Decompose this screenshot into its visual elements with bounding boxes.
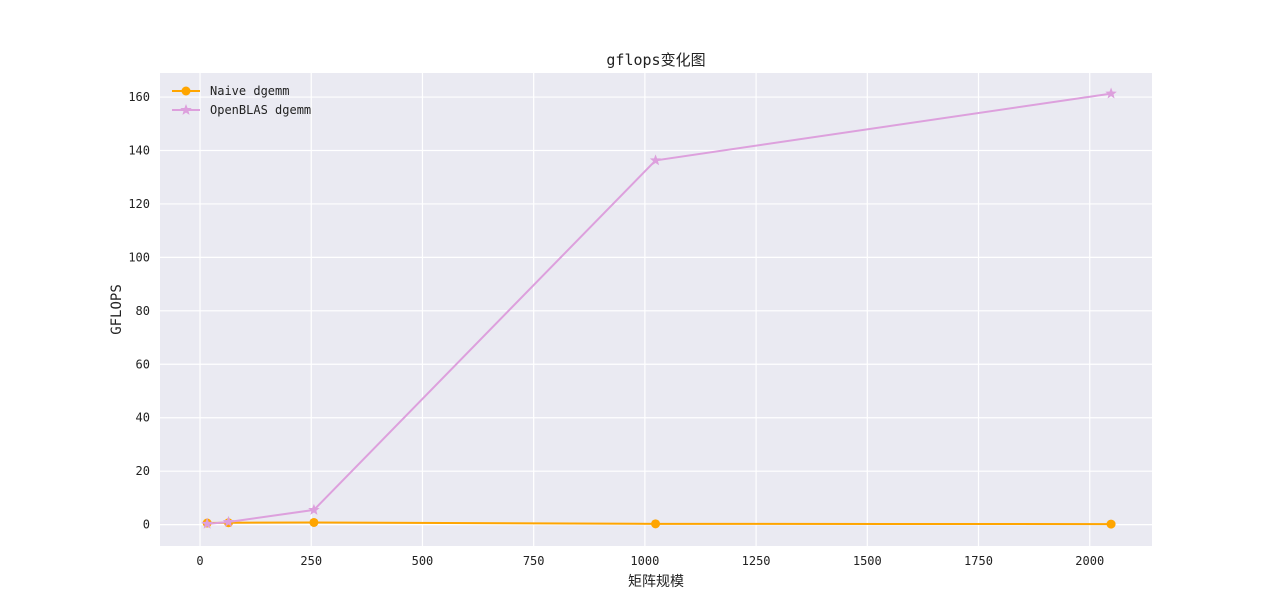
chart-title: gflops变化图 bbox=[606, 51, 705, 69]
series-layer bbox=[201, 87, 1117, 529]
y-tick-label: 140 bbox=[128, 143, 150, 157]
legend: Naive dgemm OpenBLAS dgemm bbox=[172, 84, 311, 117]
data-point bbox=[649, 154, 662, 166]
x-tick-label: 750 bbox=[523, 554, 545, 568]
data-point bbox=[222, 515, 235, 527]
x-tick-label: 2000 bbox=[1075, 554, 1104, 568]
data-point bbox=[309, 517, 319, 527]
legend-marker bbox=[181, 86, 191, 96]
x-tick-label: 0 bbox=[196, 554, 203, 568]
x-tick-label: 1500 bbox=[853, 554, 882, 568]
plot-area bbox=[160, 73, 1152, 546]
x-tick-label: 1000 bbox=[630, 554, 659, 568]
data-point bbox=[651, 519, 661, 529]
y-tick-label: 160 bbox=[128, 90, 150, 104]
series-openblas-dgemm bbox=[201, 87, 1117, 529]
grid-lines bbox=[160, 73, 1152, 546]
x-tick-label: 1250 bbox=[742, 554, 771, 568]
x-axis-title: 矩阵规模 bbox=[628, 574, 684, 590]
y-tick-label: 100 bbox=[128, 250, 150, 264]
y-tick-label: 60 bbox=[136, 357, 150, 371]
data-point bbox=[201, 517, 213, 529]
legend-item: OpenBLAS dgemm bbox=[172, 103, 311, 117]
data-point bbox=[1105, 87, 1117, 99]
data-point bbox=[1106, 519, 1116, 529]
x-tick-label: 1750 bbox=[964, 554, 993, 568]
y-tick-label: 80 bbox=[136, 304, 150, 318]
y-tick-label: 120 bbox=[128, 197, 150, 211]
legend-marker bbox=[180, 103, 192, 115]
legend-label: Naive dgemm bbox=[210, 84, 289, 98]
y-tick-label: 20 bbox=[136, 464, 150, 478]
data-point bbox=[308, 503, 320, 515]
legend-label: OpenBLAS dgemm bbox=[210, 103, 311, 117]
tick-labels: 0 250 500 750 1000 1250 1500 1750 2000 0 20 40 60 80 1… bbox=[128, 90, 1104, 568]
y-tick-label: 40 bbox=[136, 411, 150, 425]
y-tick-label: 0 bbox=[143, 518, 150, 532]
y-axis-title: GFLOPS bbox=[109, 284, 125, 335]
x-tick-label: 500 bbox=[412, 554, 434, 568]
legend-item: Naive dgemm bbox=[172, 84, 289, 98]
x-tick-label: 250 bbox=[300, 554, 322, 568]
